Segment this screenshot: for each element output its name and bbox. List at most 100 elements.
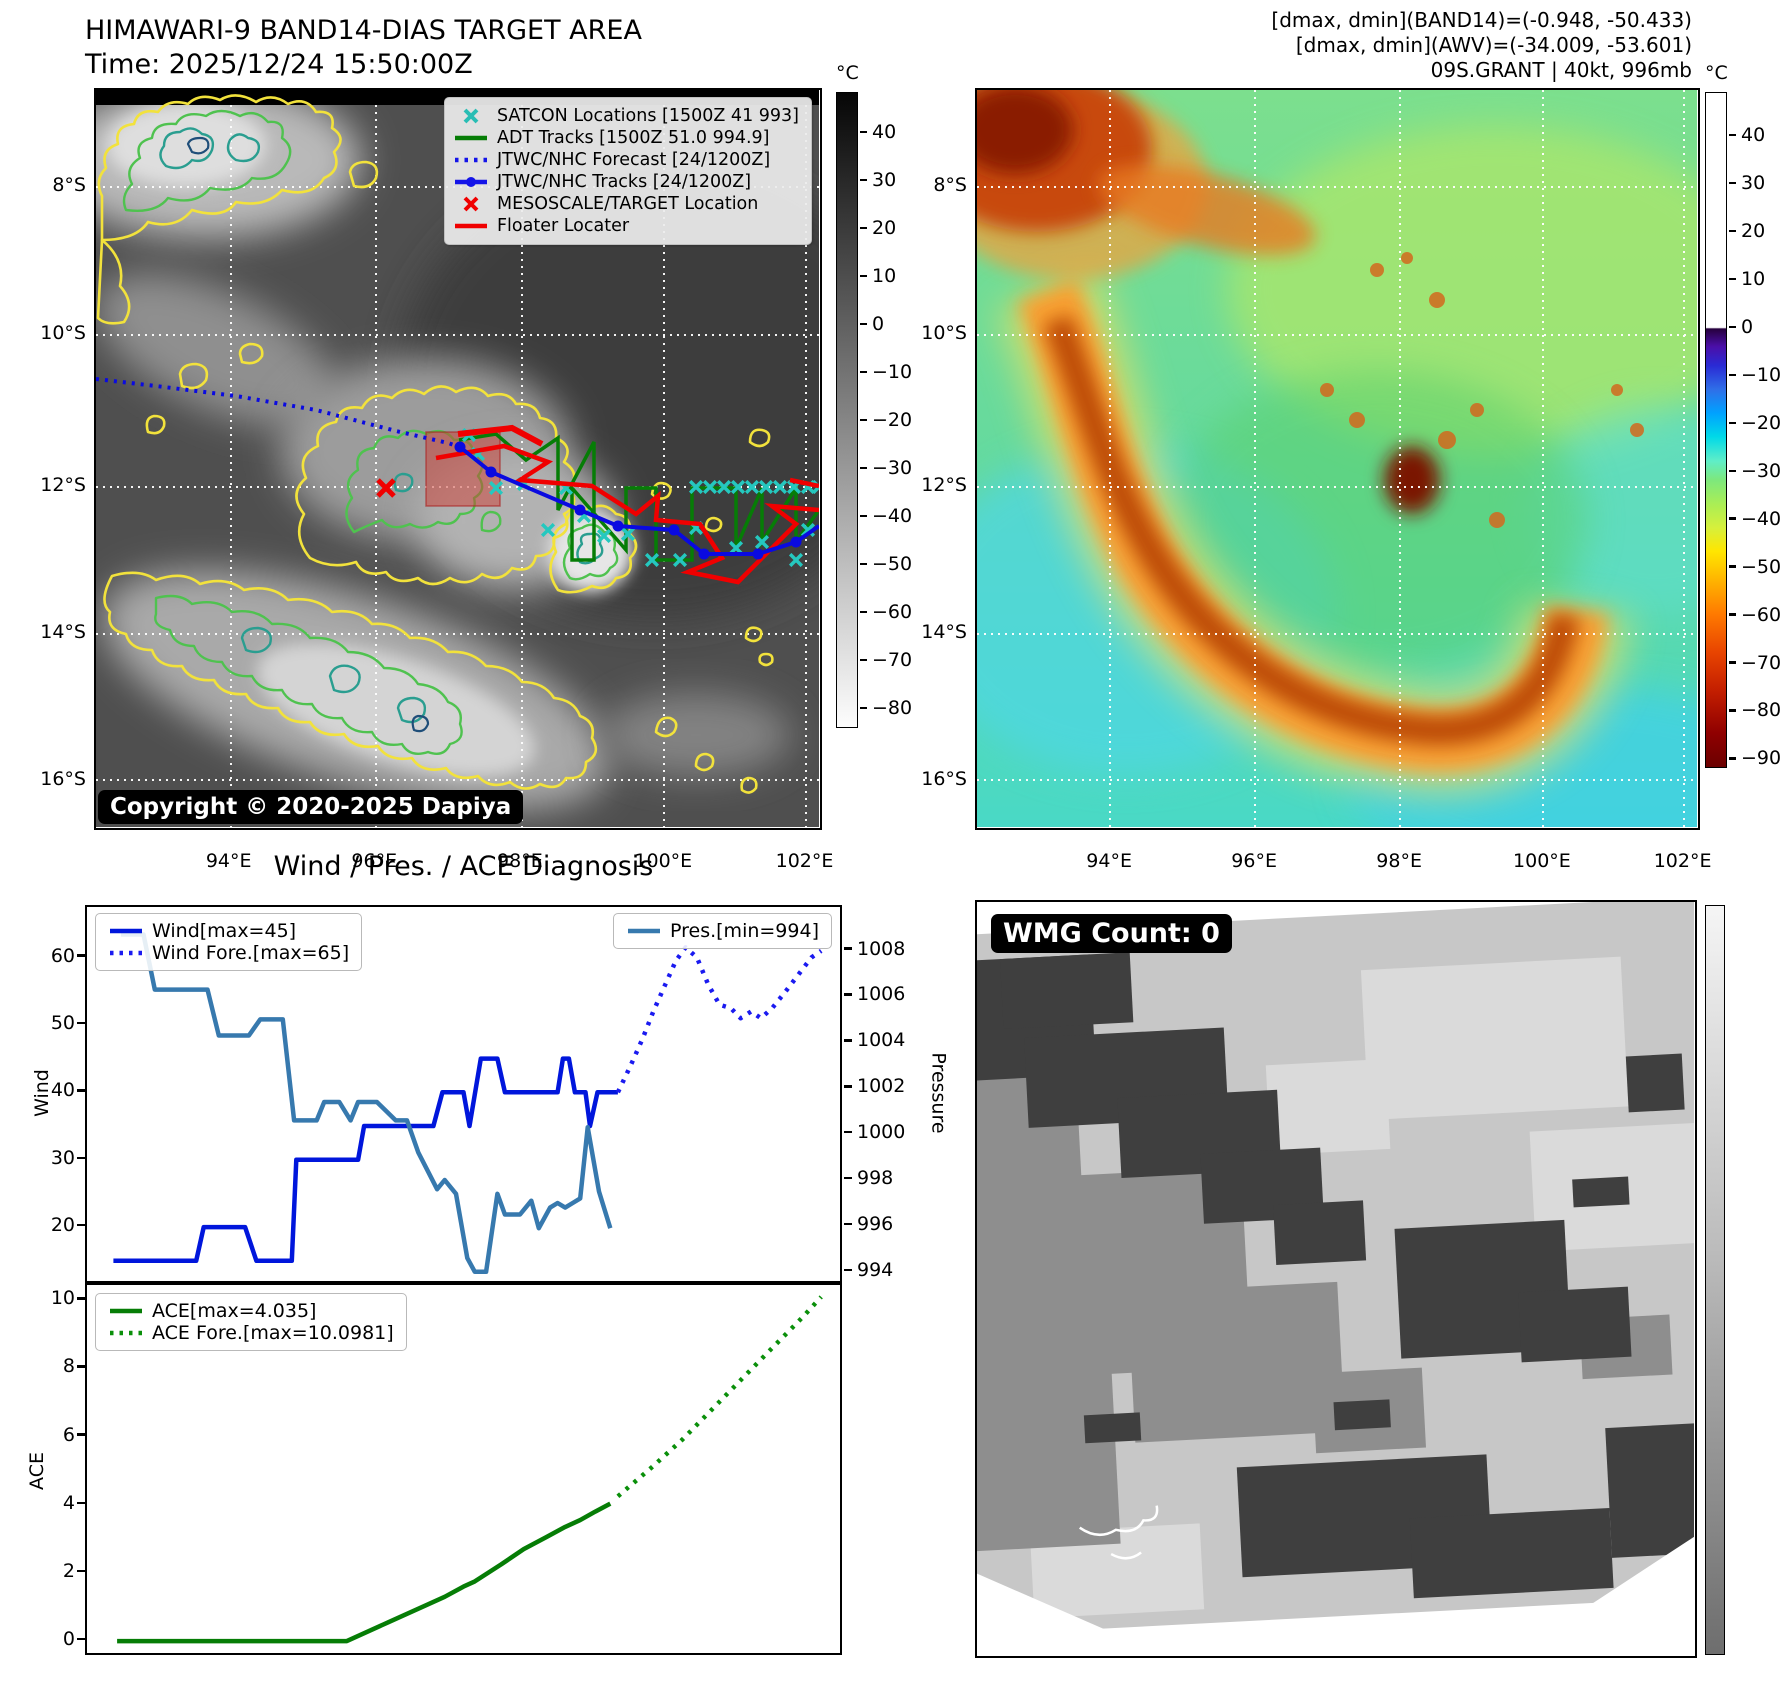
tick-label: 98°E <box>497 850 543 872</box>
tick-label: 0 <box>872 312 885 335</box>
ace-legend: ACE[max=4.035] ACE Fore.[max=10.0981] <box>95 1293 407 1351</box>
tick-label: 100°E <box>634 850 693 872</box>
legend-item: Pres.[min=994] <box>626 920 819 942</box>
tick-label: 20 <box>1741 220 1766 243</box>
dmax-band14-line: [dmax, dmin](BAND14)=(-0.948, -50.433) <box>1271 8 1692 32</box>
tick-label: 1004 <box>857 1029 906 1052</box>
tick-label: −10 <box>1741 363 1782 386</box>
tick-label: 1008 <box>857 937 906 960</box>
tick-mark <box>1729 517 1736 520</box>
tick-mark <box>1729 469 1736 472</box>
tick-mark <box>860 178 867 182</box>
tick-mark <box>77 954 85 957</box>
tick-mark <box>77 1089 85 1092</box>
tick-mark <box>860 514 867 518</box>
tick-mark <box>1729 565 1736 568</box>
left-colorbar <box>836 92 858 728</box>
tick-label: 94°E <box>205 850 252 872</box>
wind-axis-label: Wind <box>30 1069 53 1117</box>
wmg-count-badge: WMG Count: 0 <box>991 914 1232 953</box>
copyright-badge: Copyright © 2020-2025 Dapiya <box>98 790 524 824</box>
awv-texture <box>977 90 1697 827</box>
tick-label: 14°S <box>921 620 967 643</box>
tick-label: −10 <box>872 360 913 383</box>
tick-mark <box>844 947 852 950</box>
tick-mark <box>860 706 867 710</box>
tick-label: 1006 <box>857 983 906 1006</box>
legend-item: Wind[max=45] <box>108 920 349 942</box>
tick-mark <box>1729 421 1736 424</box>
legend-item: ACE Fore.[max=10.0981] <box>108 1322 394 1344</box>
legend-label: SATCON Locations [1500Z 41 993] <box>496 106 799 126</box>
legend-item: ADT Tracks [1500Z 51.0 994.9] <box>453 127 799 149</box>
tick-mark <box>1729 373 1736 377</box>
legend-label: JTWC/NHC Tracks [24/1200Z] <box>496 172 752 192</box>
tick-label: 94°E <box>1086 850 1132 872</box>
wmg-gray-colorbar <box>1705 905 1725 1655</box>
storm-id-line: 09S.GRANT | 40kt, 996mb <box>1430 58 1692 82</box>
tick-mark <box>77 1569 85 1573</box>
page-title: HIMAWARI-9 BAND14-DIAS TARGET AREA <box>85 15 642 46</box>
tick-mark <box>77 1156 85 1159</box>
mesoscale-target-marker <box>376 478 396 498</box>
tick-mark <box>1729 325 1736 329</box>
tick-label: −30 <box>1741 459 1782 482</box>
legend-label: ACE Fore.[max=10.0981] <box>152 1322 394 1344</box>
legend-label: Wind[max=45] <box>152 920 297 942</box>
charts-title: Wind / Pres. / ACE Diagnosis <box>273 851 654 882</box>
tick-label: 14°S <box>40 620 86 643</box>
legend-item: SATCON Locations [1500Z 41 993] <box>453 105 799 127</box>
tick-label: −50 <box>1741 555 1782 578</box>
tick-label: 30 <box>872 168 897 191</box>
tick-mark <box>77 1433 85 1436</box>
legend-item: JTWC/NHC Tracks [24/1200Z] <box>453 171 799 193</box>
tick-label: −80 <box>872 696 913 719</box>
tick-mark <box>1729 181 1736 185</box>
tick-mark <box>1729 709 1736 712</box>
series-dotted <box>615 945 823 1094</box>
tick-label: 16°S <box>921 767 967 790</box>
floater-track-line <box>435 424 819 585</box>
tick-label: 4 <box>62 1491 75 1514</box>
tick-mark <box>844 1085 852 1088</box>
pressure-axis-label: Pressure <box>927 1052 950 1134</box>
tick-mark <box>860 130 867 134</box>
tick-label: 60 <box>50 944 75 967</box>
tick-label: 10°S <box>40 321 86 344</box>
pressure-legend: Pres.[min=994] <box>613 913 832 949</box>
tick-mark <box>77 1637 85 1641</box>
tick-mark <box>860 322 867 326</box>
tick-mark <box>844 1176 852 1180</box>
tick-mark <box>844 1222 852 1226</box>
tick-mark <box>1729 277 1736 281</box>
tick-label: 98°E <box>1376 850 1422 872</box>
tick-mark <box>77 1021 85 1025</box>
right-colorbar-unit: °C <box>1705 62 1728 84</box>
tick-label: 998 <box>857 1167 894 1190</box>
series-solid <box>113 1056 618 1264</box>
tick-mark <box>860 562 867 566</box>
tick-label: −60 <box>1741 603 1782 626</box>
tick-label: 40 <box>872 120 897 143</box>
tick-label: −60 <box>872 600 913 623</box>
tick-label: 0 <box>62 1628 75 1651</box>
tick-label: 12°S <box>40 473 86 496</box>
tick-mark <box>1729 229 1736 233</box>
awv-map-panel <box>975 88 1700 830</box>
tick-mark <box>860 274 867 278</box>
tick-label: 100°E <box>1513 850 1571 872</box>
tick-label: 2 <box>62 1559 75 1582</box>
tick-label: 8°S <box>933 174 967 197</box>
legend-label: ACE[max=4.035] <box>152 1300 317 1322</box>
series-solid <box>117 1501 612 1644</box>
tick-label: −80 <box>1741 699 1782 722</box>
tick-mark <box>1729 133 1736 137</box>
tick-label: 96°E <box>1231 850 1277 872</box>
tick-label: 994 <box>857 1258 894 1281</box>
legend-item: ACE[max=4.035] <box>108 1300 394 1322</box>
tick-mark <box>844 1130 852 1134</box>
series-dotted <box>616 1295 823 1499</box>
jtwc-track-line <box>454 441 819 560</box>
wind-pressure-chart-panel: Wind[max=45] Wind Fore.[max=65] Pres.[min… <box>85 905 842 1283</box>
tick-mark <box>1729 613 1736 616</box>
